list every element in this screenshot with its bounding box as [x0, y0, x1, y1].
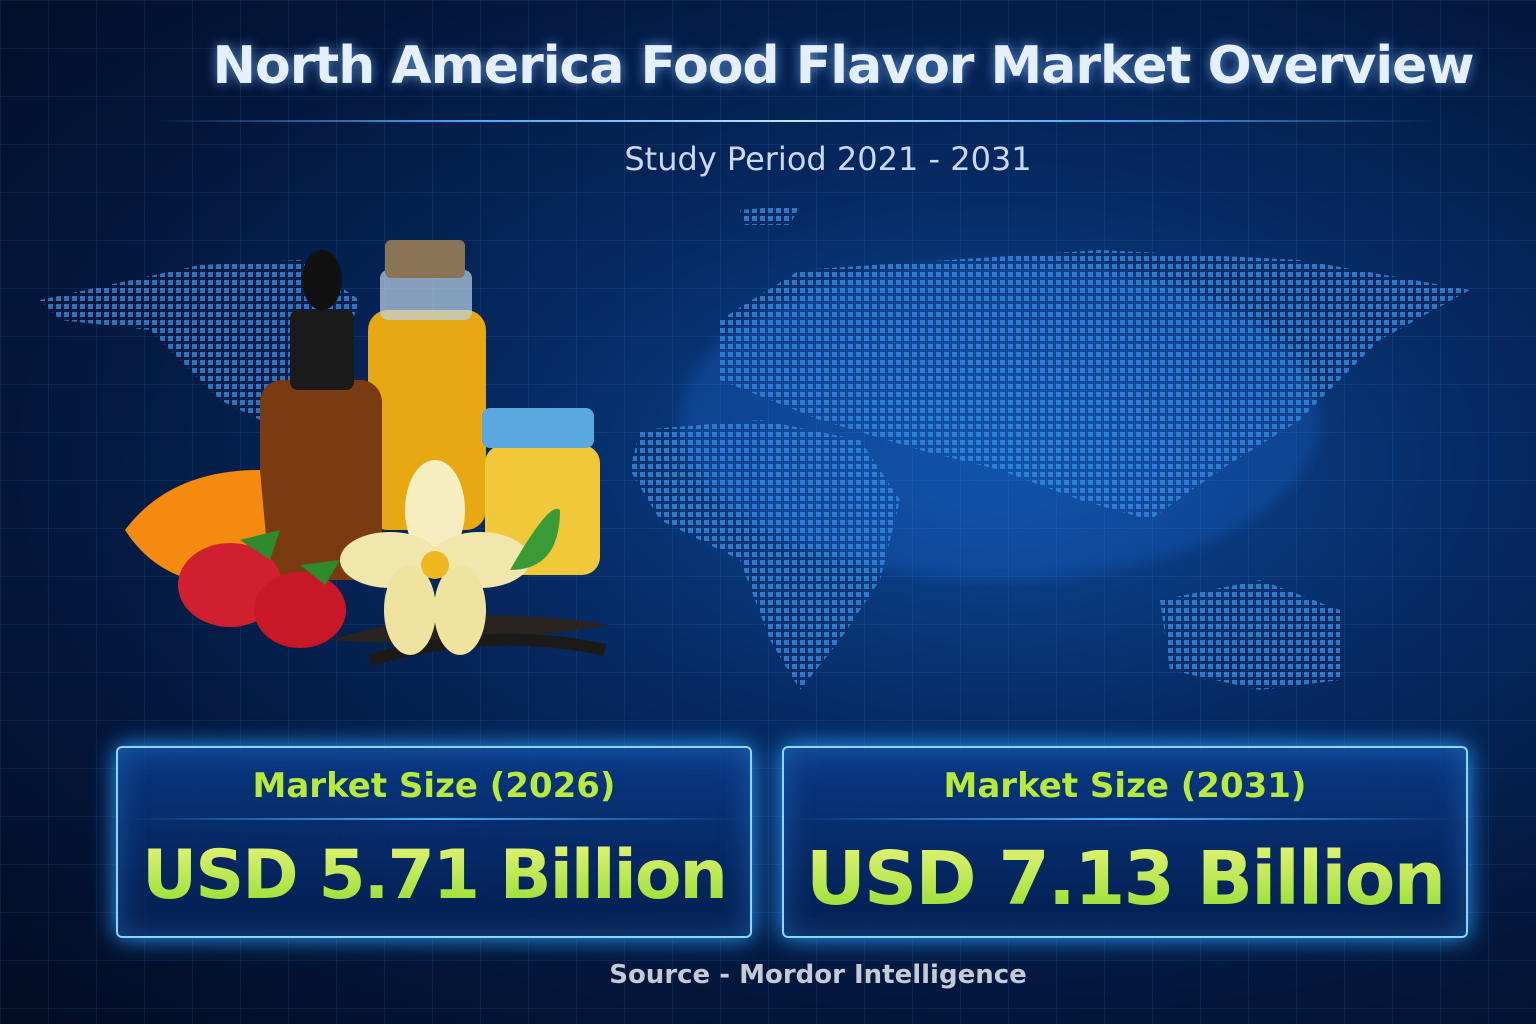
title-divider — [150, 120, 1436, 122]
dropper-bottle-icon — [260, 250, 382, 580]
mint-leaf-icon — [510, 508, 560, 570]
source-credit: Source - Mordor Intelligence — [609, 960, 1027, 990]
study-period: Study Period 2021 - 2031 — [624, 140, 1032, 178]
page-title: North America Food Flavor Market Overvie… — [212, 36, 1475, 96]
oil-bottle-icon — [368, 240, 486, 530]
card-label: Market Size (2031) — [943, 766, 1307, 806]
market-size-2026-card: Market Size (2026) USD 5.71 Billion — [116, 746, 752, 938]
card-divider — [794, 818, 1456, 820]
market-size-2031-card: Market Size (2031) USD 7.13 Billion — [782, 746, 1468, 938]
vanilla-flower-icon — [340, 460, 530, 655]
flavor-products-illustration — [125, 240, 610, 666]
card-label: Market Size (2026) — [252, 766, 616, 806]
card-divider — [128, 818, 740, 820]
strawberry-icon — [178, 530, 346, 648]
card-value: USD 5.71 Billion — [118, 836, 750, 915]
card-value: USD 7.13 Billion — [784, 836, 1466, 922]
